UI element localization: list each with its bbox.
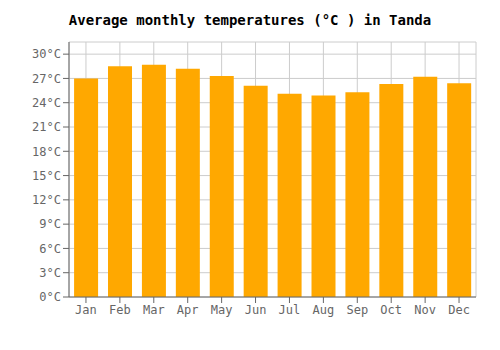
svg-text:30°C: 30°C — [32, 47, 61, 61]
svg-text:Jul: Jul — [279, 303, 301, 317]
svg-text:Dec: Dec — [448, 303, 470, 317]
svg-text:Jan: Jan — [75, 303, 97, 317]
svg-text:6°C: 6°C — [39, 242, 61, 256]
svg-text:3°C: 3°C — [39, 266, 61, 280]
svg-text:Feb: Feb — [109, 303, 131, 317]
svg-text:Sep: Sep — [346, 303, 368, 317]
svg-text:Mar: Mar — [143, 303, 165, 317]
svg-text:0°C: 0°C — [39, 290, 61, 304]
svg-text:24°C: 24°C — [32, 96, 61, 110]
svg-text:18°C: 18°C — [32, 145, 61, 159]
svg-text:Aug: Aug — [313, 303, 335, 317]
svg-text:Apr: Apr — [177, 303, 199, 317]
svg-text:21°C: 21°C — [32, 120, 61, 134]
svg-text:Oct: Oct — [380, 303, 402, 317]
svg-text:Jun: Jun — [245, 303, 267, 317]
html-text:Average monthly temperatures (: Average monthly temperatures (°C ) in Ta… — [68, 12, 432, 28]
svg-text:27°C: 27°C — [32, 72, 61, 86]
svg-text:12°C: 12°C — [32, 193, 61, 207]
svg-text:9°C: 9°C — [39, 217, 61, 231]
svg-text:Nov: Nov — [414, 303, 436, 317]
svg-text:May: May — [211, 303, 233, 317]
svg-text:15°C: 15°C — [32, 169, 61, 183]
